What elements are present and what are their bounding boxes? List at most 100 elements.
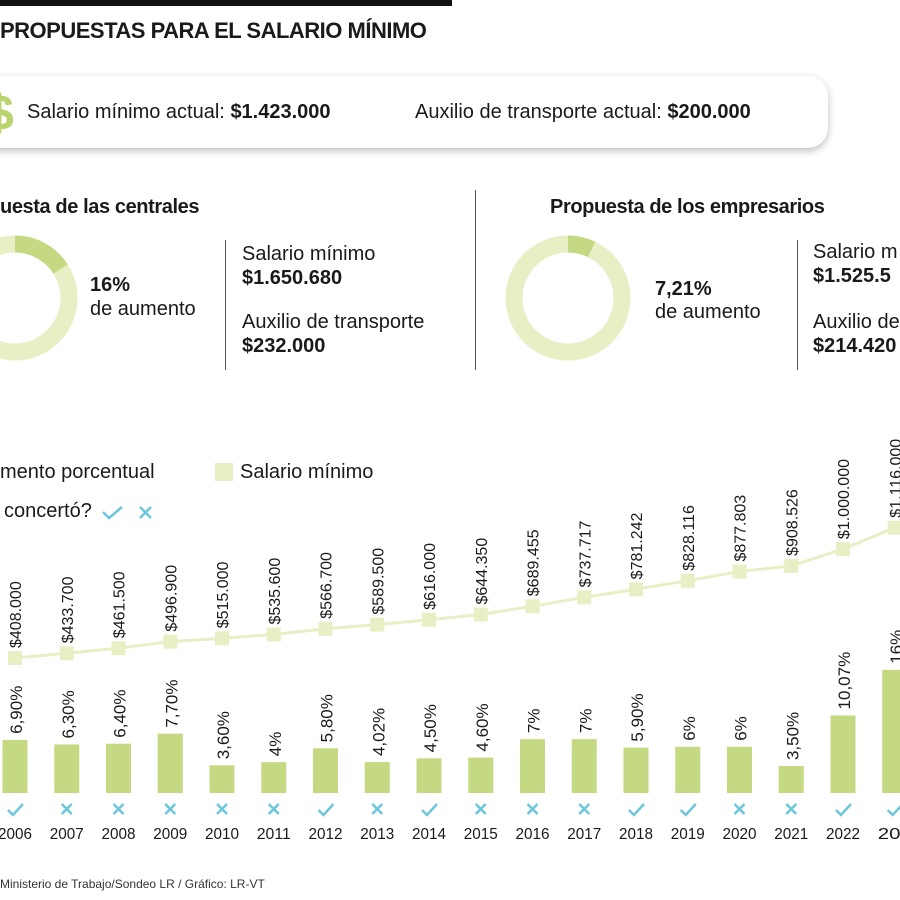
check-icon	[886, 805, 900, 817]
centrales-salary-value: $1.650.680	[242, 267, 343, 289]
current-values-box	[0, 76, 828, 148]
section-divider	[475, 190, 476, 370]
current-transport: Auxilio de transporte actual: $200.000	[415, 101, 751, 124]
empresarios-increase-caption: de aumento	[655, 301, 761, 323]
year-label: 2017	[567, 826, 601, 843]
legend-salary: Salario mínimo	[240, 461, 374, 483]
salary-label: $461.500	[112, 571, 129, 638]
salary-point	[732, 564, 747, 579]
salary-label: $908.526	[784, 489, 801, 556]
empresarios-title: Propuesta de los empresarios	[550, 196, 825, 218]
bar	[468, 757, 494, 793]
divider	[225, 240, 226, 370]
current-salary-value: $1.423.000	[230, 101, 331, 123]
check-icon	[421, 803, 438, 817]
year-label: 2007	[50, 826, 84, 843]
bar-label: 3,60%	[214, 711, 233, 759]
year-label: 2019	[671, 826, 705, 843]
empresarios-transport-value: $214.420	[813, 335, 897, 357]
salary-label: $689.455	[526, 529, 543, 596]
check-icon	[102, 506, 123, 520]
salary-point	[784, 558, 799, 573]
current-salary-label: Salario mínimo actual:	[27, 101, 225, 123]
year-label: 2008	[102, 826, 136, 843]
check-icon	[835, 803, 852, 817]
salary-point	[370, 617, 385, 632]
bar	[364, 762, 390, 793]
empresarios-transport-label: Auxilio de	[813, 311, 900, 333]
cross-icon	[112, 803, 125, 815]
bar	[209, 765, 235, 793]
bar-label: 6%	[680, 716, 699, 741]
empresarios-salary-value: $1.525.5	[813, 265, 891, 287]
salary-label: $496.900	[163, 565, 180, 632]
year-label: 2013	[360, 826, 394, 843]
cross-icon	[371, 803, 384, 815]
bar	[778, 766, 804, 793]
year-label: 202	[878, 826, 900, 843]
salary-point	[525, 599, 540, 614]
divider	[797, 240, 798, 370]
bar-label: 6,90%	[7, 686, 26, 734]
legend-percent: mento porcentual	[0, 461, 155, 483]
bar	[727, 746, 752, 793]
check-icon	[628, 803, 645, 817]
salary-point	[318, 621, 333, 636]
bar	[882, 669, 900, 793]
bar-label: 5,80%	[318, 694, 337, 742]
salary-label: $1.000.000	[836, 459, 853, 539]
bar	[520, 739, 545, 793]
check-icon	[679, 803, 697, 817]
legend-marks	[102, 506, 152, 520]
salary-point	[680, 573, 695, 588]
centrales-transport-label: Auxilio de transporte	[242, 311, 425, 333]
bar-label: 4,60%	[473, 703, 492, 751]
current-transport-label: Auxilio de transporte actual:	[415, 101, 662, 123]
salary-point	[577, 590, 592, 605]
salary-label: $1.116.000	[888, 439, 900, 518]
bar-label: 4%	[266, 732, 285, 757]
legend-concerted: concertó?	[4, 500, 92, 522]
salary-point	[836, 542, 850, 557]
current-transport-value: $200.000	[667, 101, 751, 123]
centrales-title: uesta de las centrales	[0, 196, 200, 218]
cross-icon	[578, 803, 591, 815]
cross-icon	[474, 803, 487, 815]
salary-point	[111, 641, 126, 656]
bar-label: 3,50%	[783, 712, 802, 760]
dollar-sign-icon: $	[0, 84, 14, 142]
bar-label: 6,30%	[59, 690, 78, 738]
salary-label: $589.500	[370, 548, 387, 615]
cross-icon	[164, 803, 177, 815]
source-note: Ministerio de Trabajo/Sondeo LR / Gráfic…	[0, 877, 265, 891]
salary-label: $566.700	[319, 552, 336, 619]
cross-icon	[267, 803, 280, 815]
empresarios-increase: 7,21%	[655, 278, 712, 300]
donut-segment	[14, 235, 68, 274]
salary-label: $515.000	[215, 561, 232, 628]
bar	[106, 743, 131, 793]
bar-label: 7,70%	[162, 680, 181, 728]
check-icon	[317, 803, 335, 817]
page-title: PROPUESTAS PARA EL SALARIO MÍNIMO	[0, 18, 427, 43]
salary-label: $408.000	[8, 581, 25, 648]
legend-salary-swatch	[215, 463, 233, 481]
salary-label: $616.000	[422, 543, 439, 610]
salary-label: $535.600	[267, 558, 284, 625]
cross-icon	[526, 803, 539, 815]
salary-point	[163, 634, 178, 649]
bar	[54, 744, 80, 793]
bar	[2, 739, 28, 793]
bar	[830, 715, 856, 793]
centrales-increase: 16%	[90, 274, 131, 296]
salary-point	[887, 520, 900, 535]
bar-label: 10,07%	[835, 652, 854, 710]
salary-point	[473, 607, 488, 622]
year-label: 2021	[774, 826, 808, 843]
salary-label: $828.116	[681, 505, 698, 571]
bar-label: 7%	[576, 709, 595, 734]
year-label: 2016	[516, 826, 550, 843]
year-label: 2014	[412, 826, 446, 843]
empresarios-donut	[505, 235, 631, 361]
salary-point	[266, 627, 281, 642]
